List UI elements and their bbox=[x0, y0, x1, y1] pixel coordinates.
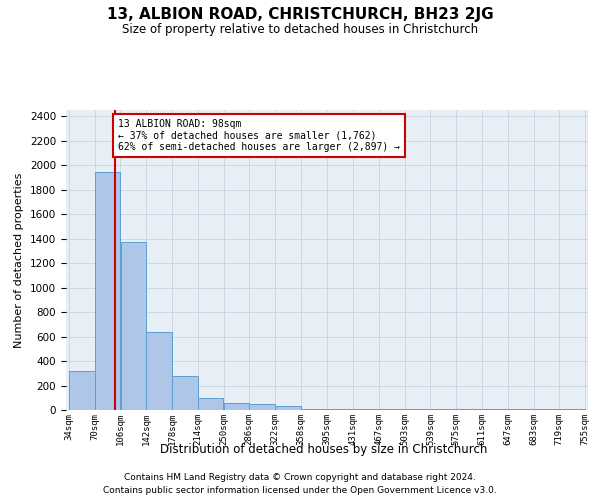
Bar bbox=[275, 406, 301, 410]
Bar bbox=[69, 371, 95, 410]
Bar bbox=[146, 332, 172, 410]
Bar bbox=[198, 398, 223, 410]
Y-axis label: Number of detached properties: Number of detached properties bbox=[14, 172, 25, 348]
Bar bbox=[121, 242, 146, 410]
Bar bbox=[224, 404, 249, 410]
Text: Contains public sector information licensed under the Open Government Licence v3: Contains public sector information licen… bbox=[103, 486, 497, 495]
Text: Contains HM Land Registry data © Crown copyright and database right 2024.: Contains HM Land Registry data © Crown c… bbox=[124, 472, 476, 482]
Bar bbox=[95, 172, 120, 410]
Bar bbox=[250, 404, 275, 410]
Text: Size of property relative to detached houses in Christchurch: Size of property relative to detached ho… bbox=[122, 22, 478, 36]
Bar bbox=[172, 376, 197, 410]
Text: 13 ALBION ROAD: 98sqm
← 37% of detached houses are smaller (1,762)
62% of semi-d: 13 ALBION ROAD: 98sqm ← 37% of detached … bbox=[118, 118, 400, 152]
Text: Distribution of detached houses by size in Christchurch: Distribution of detached houses by size … bbox=[160, 442, 488, 456]
Text: 13, ALBION ROAD, CHRISTCHURCH, BH23 2JG: 13, ALBION ROAD, CHRISTCHURCH, BH23 2JG bbox=[107, 8, 493, 22]
